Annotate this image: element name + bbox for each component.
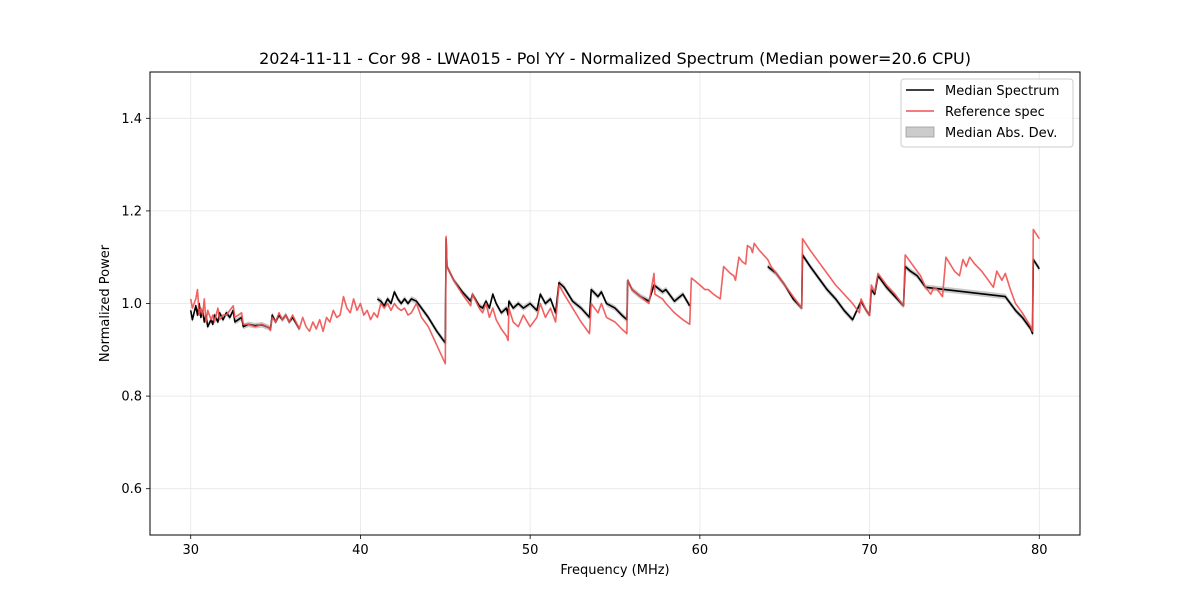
- x-axis: 30 40 50 60 70 80: [182, 535, 1048, 558]
- x-tick-label: 50: [522, 543, 539, 558]
- legend-median-label: Median Spectrum: [945, 84, 1059, 99]
- plot-area: [189, 228, 1040, 365]
- x-tick-label: 80: [1031, 543, 1048, 558]
- median-spectrum-line: [376, 237, 691, 344]
- y-tick-label: 0.8: [121, 390, 142, 405]
- legend: Median Spectrum Reference spec Median Ab…: [900, 78, 1074, 148]
- x-tick-label: 30: [182, 543, 199, 558]
- mad-band: [190, 300, 300, 332]
- y-tick-label: 1.4: [121, 112, 142, 127]
- legend-reference-label: Reference spec: [945, 105, 1045, 120]
- chart-title: 2024-11-11 - Cor 98 - LWA015 - Pol YY - …: [259, 49, 971, 68]
- x-tick-label: 70: [861, 543, 878, 558]
- reference-spectrum-line: [189, 228, 1040, 365]
- x-axis-label: Frequency (MHz): [560, 563, 669, 578]
- y-tick-label: 1.2: [121, 204, 142, 219]
- y-tick-label: 0.6: [121, 482, 142, 497]
- y-tick-label: 1.0: [121, 297, 142, 312]
- x-tick-label: 40: [352, 543, 369, 558]
- legend-mad-label: Median Abs. Dev.: [945, 126, 1057, 141]
- y-axis-label: Normalized Power: [98, 244, 113, 362]
- x-tick-label: 60: [692, 543, 709, 558]
- legend-mad-swatch: [905, 126, 935, 138]
- y-axis: 0.6 0.8 1.0 1.2 1.4: [121, 112, 150, 497]
- legend-box: [900, 78, 1074, 148]
